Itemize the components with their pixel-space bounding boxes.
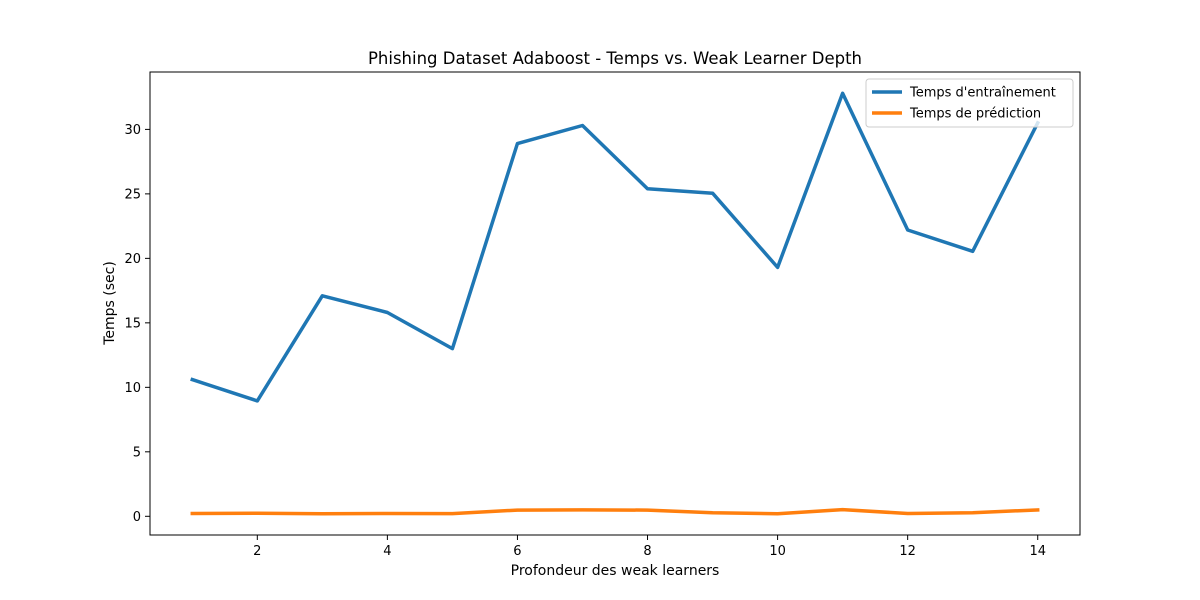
y-tick-label: 20 [124,252,141,267]
x-tick-label: 14 [1029,544,1046,559]
legend-label-1: Temps d'entraînement [909,86,1056,101]
y-axis: 0 5 10 15 20 25 30 [124,123,150,525]
x-tick-label: 8 [643,544,651,559]
legend-box [865,78,1074,128]
y-tick-label: 15 [124,316,141,331]
plot-area [190,91,1041,516]
x-tick-label: 6 [513,544,521,559]
legend-label-2: Temps de prédiction [909,107,1041,122]
y-tick-label: 25 [124,187,141,202]
chart-title: Phishing Dataset Adaboost - Temps vs. We… [368,49,862,68]
y-tick-label: 30 [124,123,141,138]
series-line-2 [190,507,1040,516]
x-axis-title: Profondeur des weak learners [511,563,720,579]
y-tick-label: 5 [133,445,141,460]
plot-frame [149,71,1081,536]
y-axis-title: Temps (sec) [102,261,118,346]
x-tick-label: 4 [383,544,391,559]
y-tick-label: 10 [124,381,141,396]
x-axis: 2 4 6 8 10 12 14 [253,535,1046,559]
x-tick-label: 2 [253,544,261,559]
x-tick-label: 10 [769,544,786,559]
legend: Temps d'entraînement Temps de prédiction [865,78,1074,128]
x-tick-label: 12 [899,544,916,559]
series-line-1 [190,91,1041,403]
y-tick-label: 0 [133,510,141,525]
